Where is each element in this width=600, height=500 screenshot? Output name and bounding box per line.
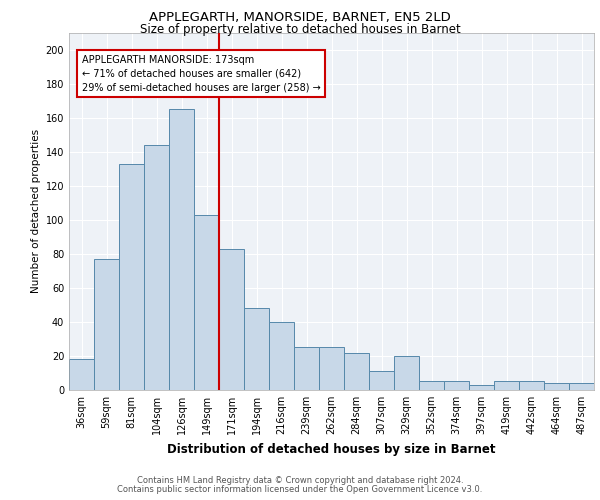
Bar [469,385,494,390]
Bar [319,348,344,390]
Text: APPLEGARTH MANORSIDE: 173sqm
← 71% of detached houses are smaller (642)
29% of s: APPLEGARTH MANORSIDE: 173sqm ← 71% of de… [82,54,320,92]
Text: Size of property relative to detached houses in Barnet: Size of property relative to detached ho… [140,22,460,36]
Text: Contains HM Land Registry data © Crown copyright and database right 2024.: Contains HM Land Registry data © Crown c… [137,476,463,485]
Y-axis label: Number of detached properties: Number of detached properties [31,129,41,294]
Bar [294,348,319,390]
X-axis label: Distribution of detached houses by size in Barnet: Distribution of detached houses by size … [167,442,496,456]
Text: APPLEGARTH, MANORSIDE, BARNET, EN5 2LD: APPLEGARTH, MANORSIDE, BARNET, EN5 2LD [149,11,451,24]
Bar [244,308,269,390]
Bar [419,382,444,390]
Text: Contains public sector information licensed under the Open Government Licence v3: Contains public sector information licen… [118,485,482,494]
Bar [369,372,394,390]
Bar [194,214,219,390]
Bar [444,382,469,390]
Bar [144,145,169,390]
Bar [219,248,244,390]
Bar [94,259,119,390]
Bar [269,322,294,390]
Bar [69,360,94,390]
Bar [119,164,144,390]
Bar [394,356,419,390]
Bar [544,383,569,390]
Bar [169,109,194,390]
Bar [519,382,544,390]
Bar [344,352,369,390]
Bar [494,382,519,390]
Bar [569,383,594,390]
